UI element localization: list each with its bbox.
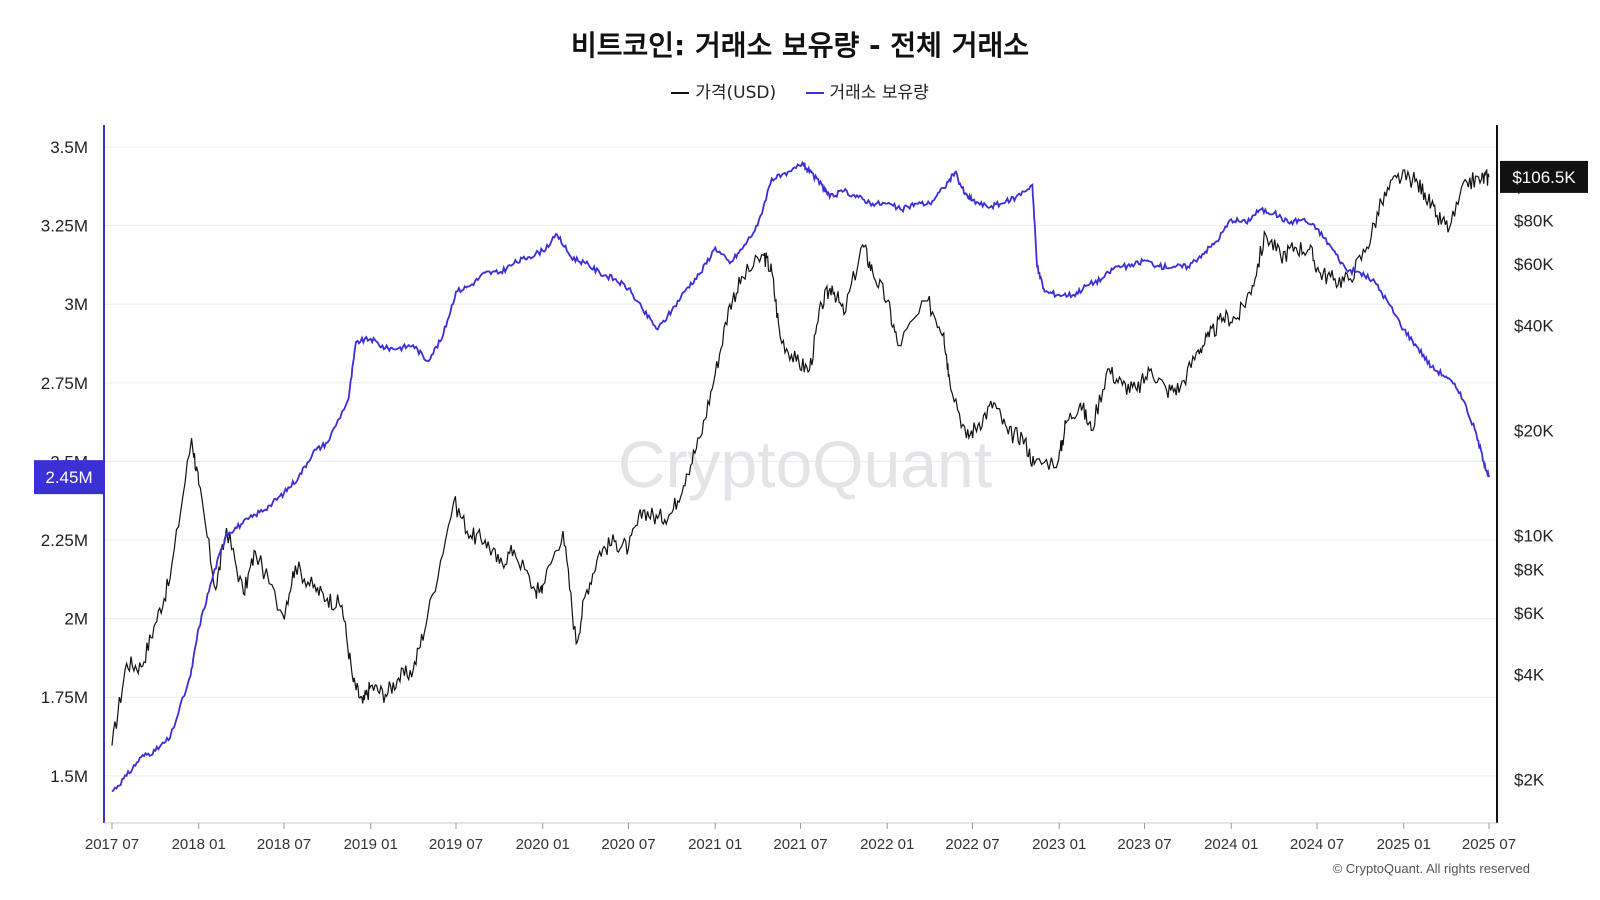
x-tick-label: 2019 01 (344, 836, 398, 853)
x-tick-label: 2018 07 (257, 836, 311, 853)
legend-swatch-price (671, 92, 690, 94)
left-tick-label: 2.75M (41, 374, 88, 393)
left-tick-label: 1.75M (41, 688, 88, 707)
x-tick-label: 2022 07 (945, 836, 999, 853)
x-tick-label: 2021 01 (688, 836, 742, 853)
left-tick-label: 2M (64, 610, 88, 629)
left-tick-label: 1.5M (50, 767, 88, 786)
right-tick-label: $4K (1514, 665, 1545, 684)
current-value-badges: 2.45M $106.5K (34, 160, 1588, 495)
x-axis-ticks: 2017 07 2018 01 2018 07 2019 01 2019 07 2020 … (85, 823, 1516, 853)
copyright-text: © CryptoQuant. All rights reserved (1332, 861, 1530, 876)
legend: 가격(USD) 거래소 보유량 (0, 78, 1600, 103)
legend-item-reserve[interactable]: 거래소 보유량 (805, 78, 929, 103)
right-tick-label: $40K (1514, 316, 1554, 335)
left-tick-label: 2.25M (41, 531, 88, 550)
right-tick-label: $6K (1514, 604, 1545, 623)
legend-item-price[interactable]: 가격(USD) (671, 78, 776, 103)
right-tick-label: $8K (1514, 560, 1545, 579)
right-tick-label: $20K (1514, 421, 1554, 440)
x-tick-label: 2024 01 (1204, 836, 1258, 853)
x-tick-label: 2025 01 (1377, 836, 1431, 853)
x-tick-label: 2021 07 (773, 836, 827, 853)
reserve-value-badge: 2.45M (45, 468, 92, 487)
x-tick-label: 2020 01 (516, 836, 570, 853)
series-line-reserve[interactable] (111, 160, 1490, 793)
legend-label-price: 가격(USD) (695, 83, 777, 103)
x-tick-label: 2018 01 (172, 836, 226, 853)
right-tick-label: $10K (1514, 526, 1554, 545)
left-tick-label: 3.25M (41, 217, 88, 236)
left-tick-label: 3.5M (50, 138, 88, 157)
series-line-price[interactable] (111, 168, 1490, 746)
x-tick-label: 2025 07 (1462, 836, 1516, 853)
legend-swatch-reserve (805, 92, 824, 94)
x-tick-label: 2017 07 (85, 836, 139, 853)
x-tick-label: 2019 07 (429, 836, 483, 853)
x-tick-label: 2022 01 (860, 836, 914, 853)
legend-label-reserve: 거래소 보유량 (829, 83, 929, 103)
right-axis-ticks: $2K$4K$6K$8K$10K$20K$40K$60K$80K$100K (1514, 177, 1564, 789)
price-value-badge-bg (1500, 160, 1588, 193)
reserve-value-badge-bg (34, 460, 104, 495)
right-tick-label: $2K (1514, 770, 1545, 789)
right-tick-label: $80K (1514, 211, 1554, 230)
x-tick-label: 2023 07 (1117, 836, 1171, 853)
x-tick-label: 2023 01 (1032, 836, 1086, 853)
x-tick-label: 2020 07 (601, 836, 655, 853)
watermark: CryptoQuant (618, 427, 992, 501)
price-value-badge: $106.5K (1512, 168, 1576, 187)
grid-lines (104, 146, 1497, 777)
right-tick-label: $60K (1514, 255, 1554, 274)
x-tick-label: 2024 07 (1290, 836, 1344, 853)
chart-title: 비트코인: 거래소 보유량 - 전체 거래소 (571, 29, 1029, 62)
left-tick-label: 3M (64, 295, 88, 314)
